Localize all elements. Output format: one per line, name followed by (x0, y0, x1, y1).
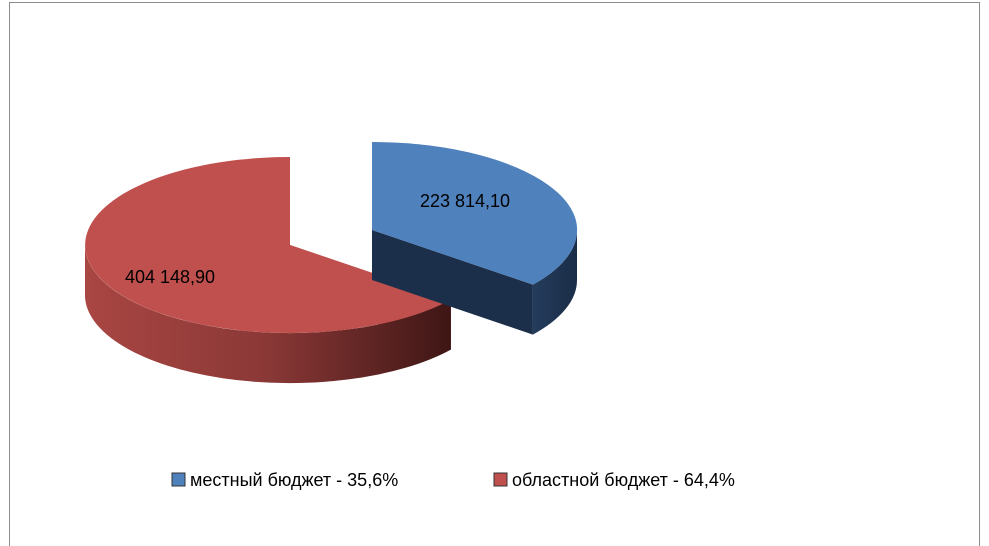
slice-side (84, 245, 451, 384)
slice (372, 141, 578, 285)
slice (85, 157, 451, 333)
slice-side (532, 230, 578, 335)
legend-label: областной бюджет - 64,4% (512, 470, 735, 490)
legend-label: местный бюджет - 35,6% (190, 470, 398, 490)
slice-face (372, 230, 533, 335)
legend-swatch (493, 472, 508, 487)
data-label: 223 814,10 (420, 191, 510, 211)
chart-frame (9, 2, 980, 546)
data-label: 404 148,90 (125, 267, 215, 287)
legend-swatch (171, 472, 186, 487)
